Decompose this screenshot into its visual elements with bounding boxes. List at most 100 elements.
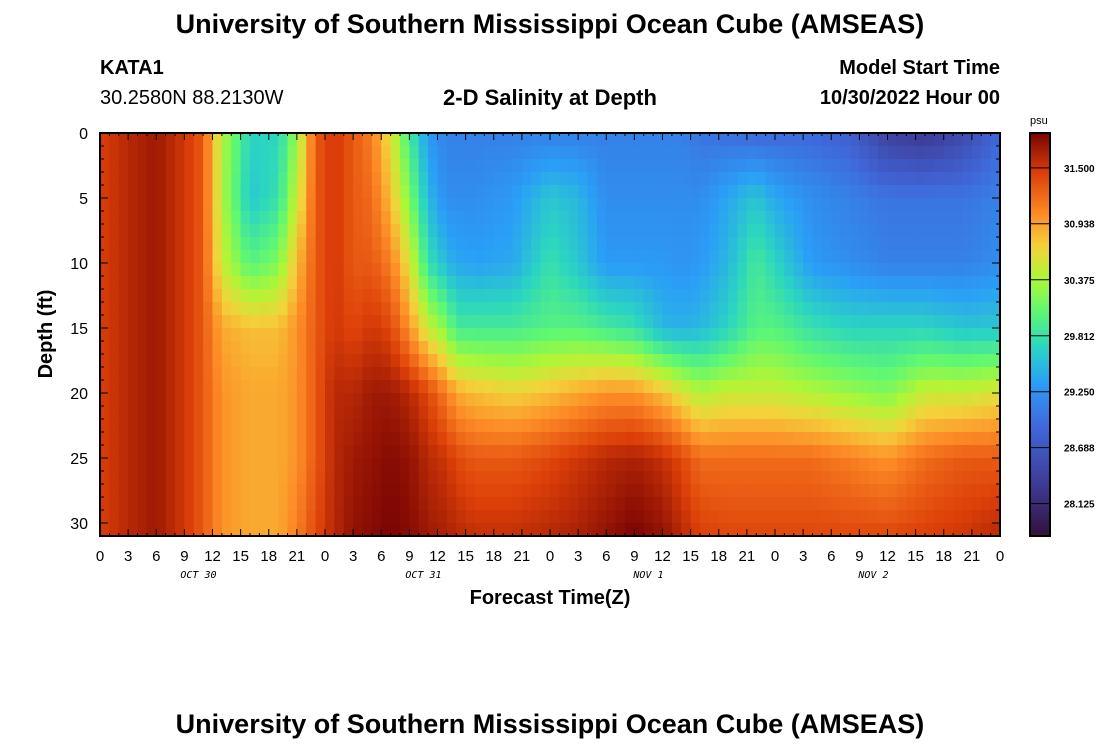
heatmap-cell (728, 497, 739, 511)
heatmap-cell (653, 484, 664, 498)
heatmap-cell (803, 380, 814, 394)
heatmap-cell (887, 276, 898, 290)
heatmap-cell (100, 354, 110, 368)
heatmap-cell (475, 289, 485, 303)
heatmap-cell (212, 224, 223, 238)
heatmap-cell (756, 146, 767, 160)
heatmap-cell (915, 484, 926, 498)
heatmap-cell (465, 458, 476, 472)
heatmap-cell (278, 224, 289, 238)
heatmap-cell (118, 341, 129, 355)
heatmap-cell (718, 497, 729, 511)
heatmap-cell (100, 341, 110, 355)
heatmap-cell (362, 510, 373, 524)
heatmap-cell (943, 484, 954, 498)
heatmap-cell (184, 146, 195, 160)
heatmap-cell (465, 380, 476, 394)
heatmap-cell (878, 289, 889, 303)
heatmap-cell (775, 276, 785, 290)
heatmap-cell (578, 237, 589, 251)
heatmap-cell (793, 159, 804, 173)
heatmap-cell (596, 445, 607, 459)
heatmap-cell (287, 289, 298, 303)
heatmap-cell (390, 211, 401, 225)
heatmap-cell (418, 185, 429, 199)
heatmap-cell (334, 367, 345, 381)
heatmap-cell (746, 354, 757, 368)
heatmap-cell (681, 458, 692, 472)
heatmap-cell (812, 315, 823, 329)
heatmap-cell (362, 289, 373, 303)
heatmap-cell (896, 380, 907, 394)
heatmap-cell (493, 497, 504, 511)
heatmap-cell (756, 289, 767, 303)
heatmap-cell (203, 406, 214, 420)
heatmap-cell (634, 172, 645, 186)
heatmap-cell (775, 471, 785, 485)
heatmap-cell (700, 159, 710, 173)
heatmap-cell (559, 510, 570, 524)
x-tick-label: 21 (964, 548, 981, 565)
heatmap-cell (840, 458, 851, 472)
heatmap-cell (615, 185, 626, 199)
heatmap-cell (446, 211, 457, 225)
heatmap-cell (362, 159, 373, 173)
heatmap-cell (728, 406, 739, 420)
heatmap-cell (437, 341, 448, 355)
heatmap-cell (831, 263, 842, 277)
heatmap-cell (625, 185, 635, 199)
heatmap-cell (625, 393, 635, 407)
heatmap-cell (943, 315, 954, 329)
heatmap-cell (128, 484, 139, 498)
heatmap-cell (568, 393, 579, 407)
heatmap-cell (128, 406, 139, 420)
heatmap-cell (287, 471, 298, 485)
heatmap-cell (746, 367, 757, 381)
x-tick-label: 9 (180, 548, 188, 565)
heatmap-cell (859, 224, 870, 238)
heatmap-cell (315, 458, 326, 472)
heatmap-cell (962, 484, 973, 498)
heatmap-cell (915, 432, 926, 446)
heatmap-cell (709, 432, 720, 446)
heatmap-cell (840, 380, 851, 394)
heatmap-cell (793, 276, 804, 290)
heatmap-cell (212, 419, 223, 433)
heatmap-cell (568, 432, 579, 446)
heatmap-cell (465, 354, 476, 368)
heatmap-cell (231, 458, 242, 472)
heatmap-cell (418, 224, 429, 238)
heatmap-cell (400, 484, 410, 498)
heatmap-cell (146, 354, 157, 368)
heatmap-cell (221, 198, 232, 212)
heatmap-cell (343, 393, 354, 407)
heatmap-cell (559, 458, 570, 472)
heatmap-cell (615, 172, 626, 186)
heatmap-cell (109, 185, 120, 199)
heatmap-cell (428, 367, 439, 381)
heatmap-cell (681, 510, 692, 524)
heatmap-cell (709, 250, 720, 264)
salinity-heatmap (100, 133, 1001, 537)
heatmap-cell (109, 445, 120, 459)
heatmap-cell (156, 393, 167, 407)
heatmap-cell (362, 250, 373, 264)
heatmap-cell (550, 211, 560, 225)
colorbar (1029, 132, 1051, 537)
heatmap-cell (700, 406, 710, 420)
heatmap-cell (625, 367, 635, 381)
heatmap-cell (128, 354, 139, 368)
heatmap-cell (446, 159, 457, 173)
heatmap-cell (596, 328, 607, 342)
heatmap-cell (981, 471, 992, 485)
heatmap-cell (746, 328, 757, 342)
heatmap-cell (418, 211, 429, 225)
heatmap-cell (990, 172, 1001, 186)
heatmap-cell (915, 497, 926, 511)
heatmap-cell (540, 367, 551, 381)
heatmap-cell (765, 510, 776, 524)
heatmap-cell (578, 185, 589, 199)
heatmap-cell (531, 276, 542, 290)
heatmap-cell (718, 380, 729, 394)
heatmap-cell (559, 237, 570, 251)
